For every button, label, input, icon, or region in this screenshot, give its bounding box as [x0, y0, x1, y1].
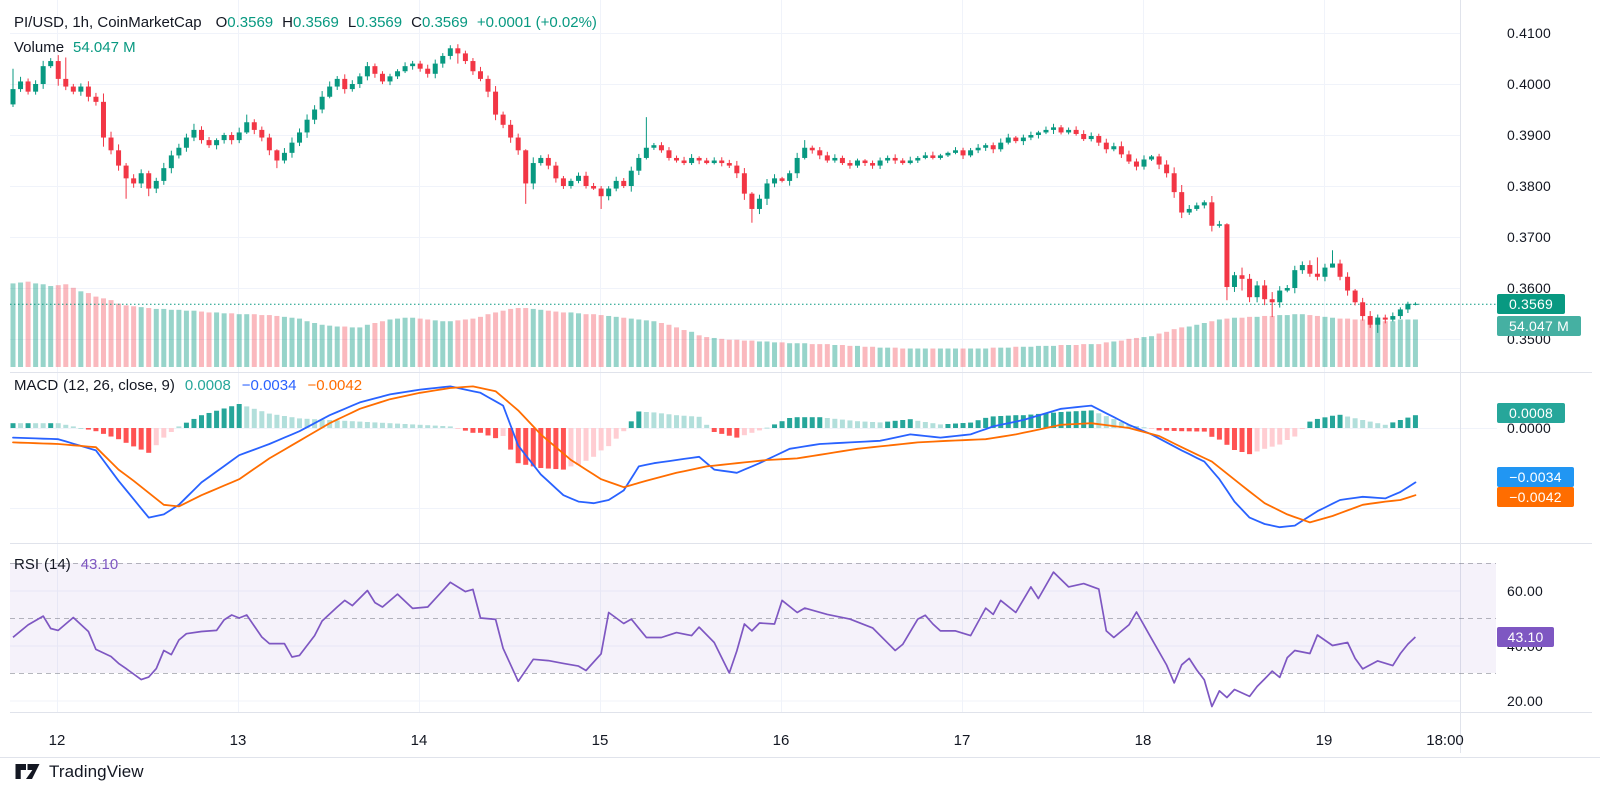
macd-hist-badge: 0.0008 — [1497, 403, 1565, 423]
price-axis-label: 0.3900 — [1507, 127, 1552, 143]
volume-badge: 54.047 M — [1497, 316, 1581, 336]
time-axis-label: 16 — [772, 732, 790, 749]
open-value: 0.3569 — [227, 14, 274, 31]
tradingview-logo-icon — [15, 764, 40, 779]
price-axis-label: 0.3700 — [1507, 229, 1552, 245]
time-axis-label: 17 — [953, 732, 971, 749]
macd-params: (12, 26, close, 9) — [63, 377, 175, 394]
rsi-legend-row: RSI (14) 43.10 — [14, 556, 118, 573]
macd-legend-row: MACD (12, 26, close, 9) 0.0008 −0.0034 −0.00… — [14, 377, 362, 394]
time-axis-label: 18:00 — [1426, 732, 1464, 749]
macd-signal-value: −0.0042 — [307, 377, 363, 394]
price-axis-label: 0.4000 — [1507, 76, 1552, 92]
time-axis-label: 14 — [410, 732, 428, 749]
rsi-title[interactable]: RSI — [14, 556, 40, 573]
change-value: +0.0001 (+0.02%) — [476, 14, 597, 31]
volume-label: Volume — [14, 39, 65, 56]
time-axis-label: 13 — [229, 732, 247, 749]
price-axis-label: 0.4100 — [1507, 25, 1552, 41]
high-label: H — [282, 14, 293, 31]
symbol-legend-row: PI/USD, 1h, CoinMarketCap O0.3569 H0.3569 L… — [14, 14, 597, 31]
price-badge: 0.3569 — [1497, 294, 1565, 314]
time-axis-label: 19 — [1315, 732, 1333, 749]
low-label: L — [347, 14, 357, 31]
macd-axis-label: 0.0000 — [1507, 420, 1552, 436]
low-group: L0.3569 — [348, 14, 402, 31]
low-value: 0.3569 — [356, 14, 403, 31]
tradingview-brand[interactable]: TradingView — [49, 761, 144, 781]
open-group: O0.3569 — [216, 14, 274, 31]
time-axis-label: 15 — [591, 732, 609, 749]
attribution: TradingView — [14, 761, 144, 782]
macd-line-value: −0.0034 — [241, 377, 297, 394]
rsi-params: (14) — [44, 556, 71, 573]
price-axis-label: 0.3600 — [1507, 280, 1552, 296]
time-axis-label: 18 — [1134, 732, 1152, 749]
macd-signal-badge: −0.0042 — [1497, 487, 1574, 507]
macd-hist-value: 0.0008 — [184, 377, 231, 394]
time-axis-label: 12 — [48, 732, 66, 749]
close-group: C0.3569 — [411, 14, 468, 31]
rsi-value: 43.10 — [80, 556, 119, 573]
volume-legend-row: Volume 54.047 M — [14, 39, 136, 56]
macd-line-badge: −0.0034 — [1497, 467, 1574, 487]
symbol-title[interactable]: PI/USD, 1h, CoinMarketCap — [14, 14, 202, 31]
rsi-badge: 43.10 — [1497, 627, 1554, 647]
open-label: O — [215, 14, 228, 31]
price-axis-label: 0.3800 — [1507, 178, 1552, 194]
close-value: 0.3569 — [421, 14, 468, 31]
high-value: 0.3569 — [292, 14, 339, 31]
rsi-axis-label: 60.00 — [1507, 582, 1544, 599]
close-label: C — [411, 14, 422, 31]
high-group: H0.3569 — [282, 14, 339, 31]
volume-value: 54.047 M — [73, 39, 136, 56]
rsi-axis-label: 20.00 — [1507, 692, 1544, 709]
macd-title[interactable]: MACD — [14, 377, 59, 394]
